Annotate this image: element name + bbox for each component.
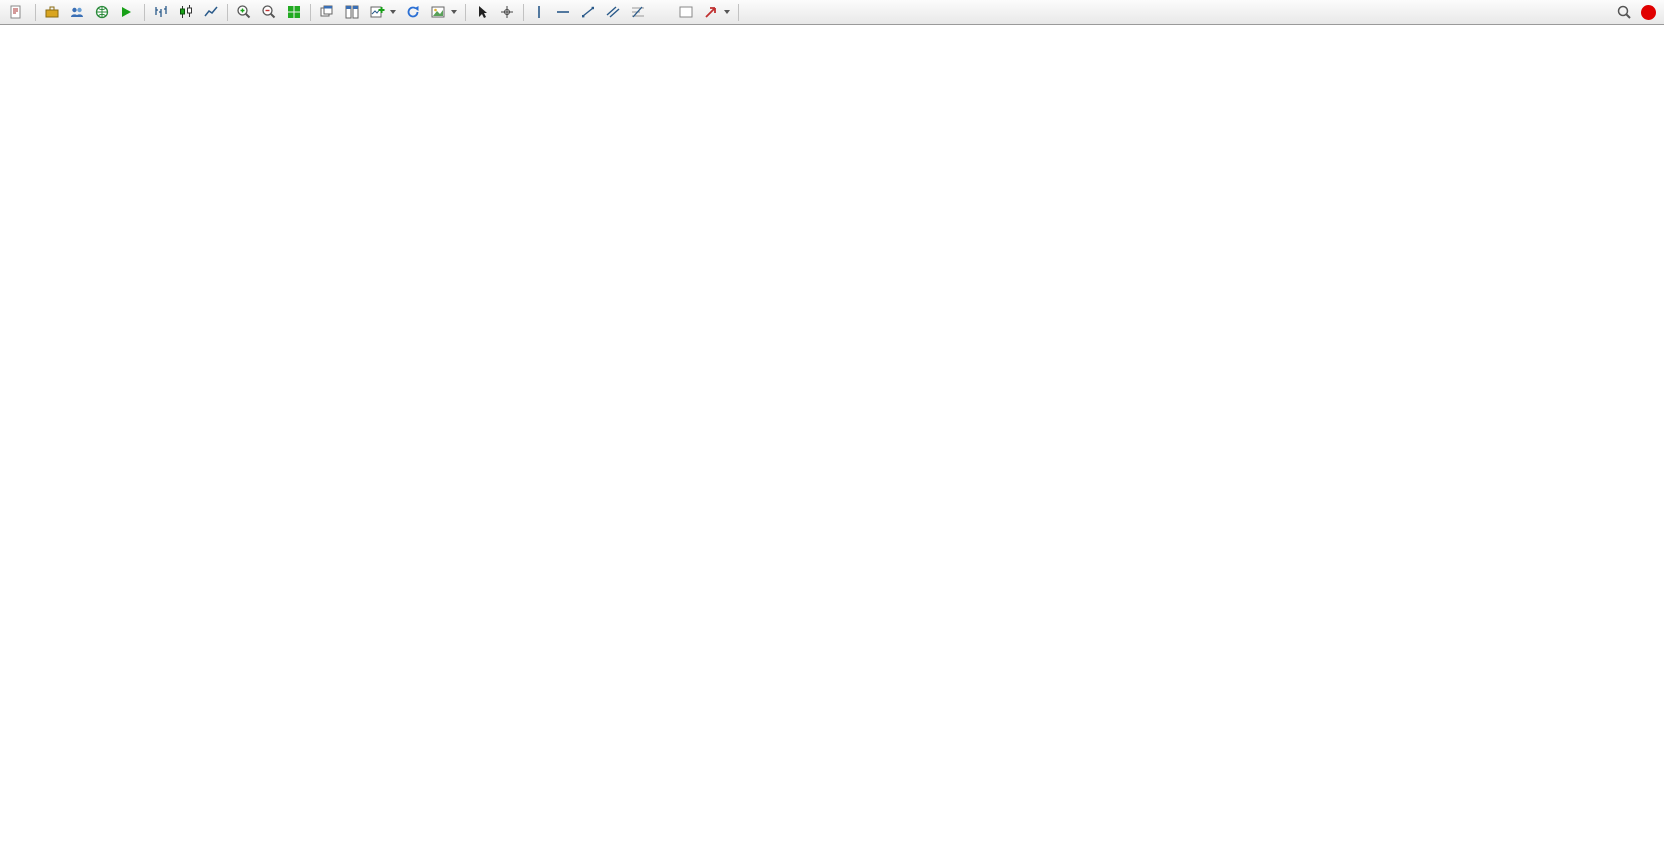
community-button[interactable] xyxy=(90,1,114,23)
cascade-windows-icon xyxy=(319,4,335,20)
zoom-in-icon xyxy=(236,4,252,20)
horizontal-line-button[interactable] xyxy=(551,1,575,23)
separator xyxy=(523,3,524,21)
separator xyxy=(738,3,739,21)
separator xyxy=(227,3,228,21)
new-chart-button[interactable] xyxy=(365,1,400,23)
refresh-button[interactable] xyxy=(401,1,425,23)
zoom-out-icon xyxy=(261,4,277,20)
globe-icon xyxy=(94,4,110,20)
contacts-icon xyxy=(69,4,85,20)
new-order-button[interactable] xyxy=(4,1,31,23)
label-icon xyxy=(678,4,694,20)
toolbox-button[interactable] xyxy=(40,1,64,23)
templates-button[interactable] xyxy=(426,1,461,23)
vertical-line-button[interactable] xyxy=(528,1,550,23)
chart-title xyxy=(6,29,15,41)
zoom-out-button[interactable] xyxy=(257,1,281,23)
refresh-icon xyxy=(405,4,421,20)
tile-windows-button[interactable] xyxy=(282,1,306,23)
trendline-button[interactable] xyxy=(576,1,600,23)
search-button[interactable] xyxy=(1612,1,1636,23)
candlestick-chart-icon xyxy=(178,4,194,20)
toolbox-icon xyxy=(44,4,60,20)
horizontal-line-icon xyxy=(555,4,571,20)
channel-button[interactable] xyxy=(601,1,625,23)
bar-chart-button[interactable] xyxy=(149,1,173,23)
label-button[interactable] xyxy=(674,1,698,23)
autotrading-icon xyxy=(119,5,133,19)
notification-badge[interactable] xyxy=(1641,4,1656,20)
separator xyxy=(465,3,466,21)
candlestick-chart-button[interactable] xyxy=(174,1,198,23)
text-icon xyxy=(655,4,669,20)
cursor-icon xyxy=(474,4,490,20)
separator xyxy=(310,3,311,21)
tile-windows-icon xyxy=(286,4,302,20)
vertical-line-icon xyxy=(532,4,546,20)
trendline-icon xyxy=(580,4,596,20)
chevron-down-icon xyxy=(724,10,730,14)
line-chart-icon xyxy=(203,4,219,20)
macd-label xyxy=(6,570,9,582)
text-button[interactable] xyxy=(651,1,673,23)
chevron-down-icon xyxy=(451,10,457,14)
chevron-down-icon xyxy=(390,10,396,14)
separator xyxy=(144,3,145,21)
tile-vertical-button[interactable] xyxy=(340,1,364,23)
rsi-label xyxy=(6,676,9,688)
crosshair-icon xyxy=(499,4,515,20)
cursor-button[interactable] xyxy=(470,1,494,23)
cascade-windows-button[interactable] xyxy=(315,1,339,23)
crosshair-button[interactable] xyxy=(495,1,519,23)
new-order-icon xyxy=(8,4,24,20)
channel-icon xyxy=(605,4,621,20)
template-icon xyxy=(430,4,446,20)
arrows-button[interactable] xyxy=(699,1,734,23)
fibonacci-icon xyxy=(630,4,646,20)
line-chart-button[interactable] xyxy=(199,1,223,23)
arrows-icon xyxy=(703,4,719,20)
bar-chart-icon xyxy=(153,4,169,20)
tile-vertical-icon xyxy=(344,4,360,20)
contacts-button[interactable] xyxy=(65,1,89,23)
new-chart-icon xyxy=(369,4,385,20)
zoom-in-button[interactable] xyxy=(232,1,256,23)
fibonacci-button[interactable] xyxy=(626,1,650,23)
toolbar xyxy=(0,0,1664,25)
separator xyxy=(35,3,36,21)
autotrading-button[interactable] xyxy=(115,1,140,23)
search-icon xyxy=(1616,4,1632,20)
